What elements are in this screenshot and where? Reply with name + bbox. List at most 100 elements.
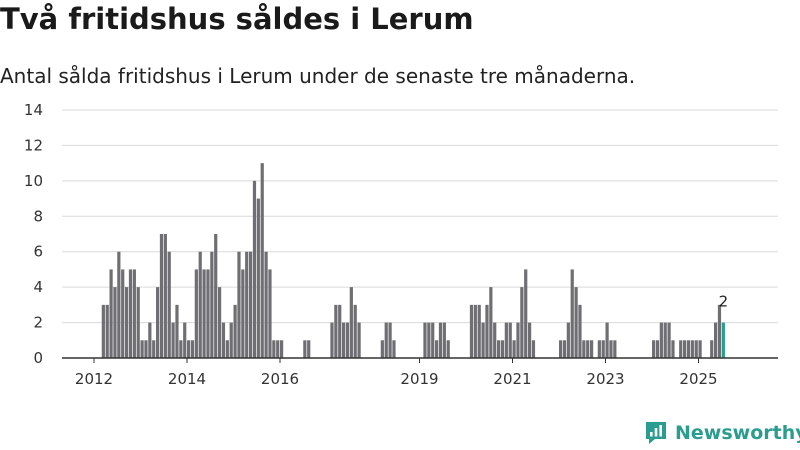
bar	[493, 322, 497, 358]
bar	[512, 340, 516, 358]
bar	[388, 322, 392, 358]
bar	[256, 198, 260, 358]
x-tick-label: 2023	[586, 370, 624, 388]
bar	[330, 322, 334, 358]
highlight-data-label: 2	[719, 293, 729, 311]
bar	[206, 269, 210, 358]
bar	[531, 340, 536, 358]
bar	[427, 322, 431, 358]
bar	[500, 340, 505, 358]
bar	[334, 304, 338, 358]
bar	[198, 251, 202, 358]
bar	[252, 180, 257, 358]
bar	[345, 322, 350, 358]
bar	[159, 234, 164, 358]
bar	[485, 304, 489, 358]
newsworthy-brand: Newsworthy	[644, 420, 800, 446]
bar	[357, 322, 361, 358]
bar	[423, 322, 427, 358]
bar	[655, 340, 660, 358]
bar	[574, 287, 578, 358]
bar	[268, 269, 272, 358]
bar	[714, 322, 718, 358]
y-tick-label: 8	[33, 207, 43, 225]
bar	[353, 304, 357, 358]
x-tick-label: 2019	[400, 370, 438, 388]
bar	[442, 322, 446, 358]
bar	[194, 269, 198, 358]
bar	[679, 340, 683, 358]
bar	[140, 340, 144, 358]
bar	[260, 163, 264, 358]
bar	[152, 340, 156, 358]
bar	[694, 340, 698, 358]
bar	[117, 251, 121, 358]
bar	[175, 304, 179, 358]
bar-chart: 0 2 4 6 8 10 12 14 2 2012 2014 2016 2019 2021 2023 2025	[24, 101, 778, 388]
bar	[272, 340, 276, 358]
bar	[132, 269, 136, 358]
bar	[613, 340, 617, 358]
bar	[349, 287, 353, 358]
bar	[113, 287, 117, 358]
y-tick-label: 4	[33, 278, 43, 296]
bar	[210, 251, 214, 358]
newsworthy-logo-icon	[646, 422, 666, 444]
bar	[105, 304, 109, 358]
y-tick-label: 6	[33, 243, 43, 261]
bar	[307, 340, 311, 358]
bar	[597, 340, 601, 358]
bar	[659, 322, 663, 358]
bar	[218, 287, 222, 358]
bar	[504, 322, 508, 358]
bar	[264, 251, 268, 358]
y-tick-label: 0	[33, 349, 43, 367]
bar	[508, 322, 512, 358]
bar	[683, 340, 687, 358]
bar	[609, 340, 613, 358]
highlighted-bar	[721, 322, 725, 358]
bar	[435, 340, 439, 358]
bar	[136, 287, 140, 358]
bar	[229, 322, 233, 358]
bar	[582, 340, 586, 358]
bar	[562, 340, 567, 358]
bar	[590, 340, 594, 358]
bar	[109, 269, 113, 358]
bar	[241, 269, 245, 358]
bar	[249, 251, 253, 358]
chart-subtitle: Antal sålda fritidshus i Lerum under de …	[0, 64, 636, 88]
bar	[605, 322, 609, 358]
bar	[566, 322, 570, 358]
y-tick-label: 14	[24, 101, 43, 119]
bar	[559, 340, 563, 358]
bar	[663, 322, 667, 358]
bar	[431, 322, 435, 358]
y-tick-label: 2	[33, 314, 43, 332]
bar	[520, 287, 524, 358]
x-tick-label: 2021	[493, 370, 531, 388]
bar	[101, 304, 105, 358]
bar	[473, 304, 477, 358]
bar	[225, 340, 229, 358]
bar	[667, 322, 671, 358]
y-tick-label: 10	[24, 172, 43, 190]
bar	[710, 340, 714, 358]
brand-name: Newsworthy	[675, 422, 800, 444]
y-tick-label: 12	[24, 136, 43, 154]
bar	[380, 340, 384, 358]
bar	[167, 251, 171, 358]
bar	[179, 340, 183, 358]
bar	[469, 304, 474, 358]
bar	[528, 322, 532, 358]
bar	[686, 340, 691, 358]
x-tick-label: 2016	[261, 370, 299, 388]
bar	[586, 340, 590, 358]
bar	[698, 340, 702, 358]
bar	[144, 340, 148, 358]
bar	[601, 340, 605, 358]
bar	[338, 304, 342, 358]
bar	[497, 340, 501, 358]
bar	[671, 340, 675, 358]
bar	[652, 340, 656, 358]
